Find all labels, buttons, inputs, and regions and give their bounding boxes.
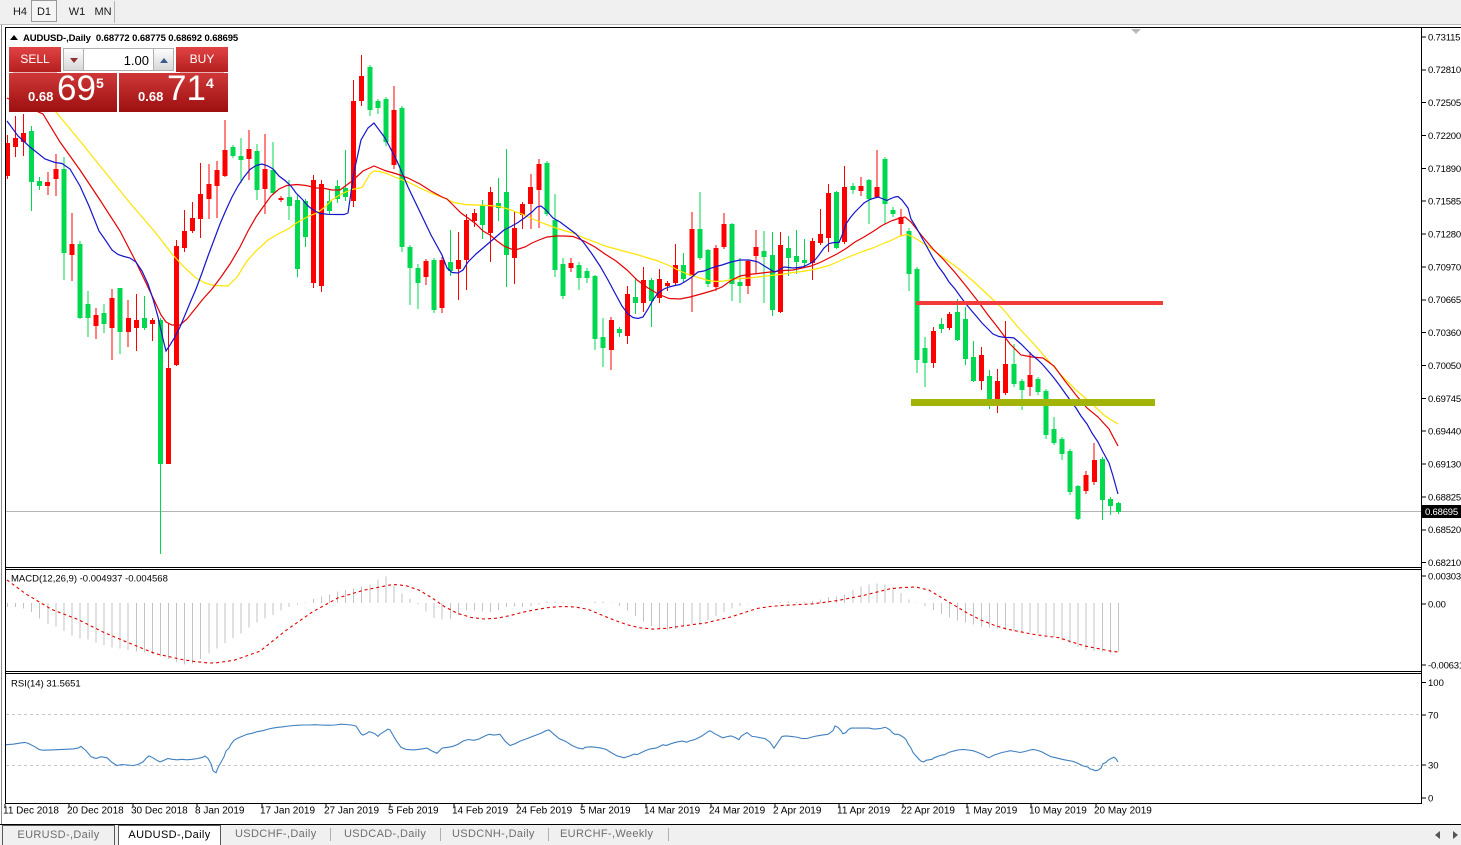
svg-text:0.71585: 0.71585 [1428,197,1461,208]
svg-text:0.70050: 0.70050 [1428,361,1461,372]
svg-text:0.68210: 0.68210 [1428,558,1461,569]
svg-text:70: 70 [1428,710,1439,721]
svg-text:20 Dec 2018: 20 Dec 2018 [67,806,124,817]
svg-text:20 May 2019: 20 May 2019 [1094,806,1152,817]
svg-text:11 Dec 2018: 11 Dec 2018 [3,806,59,817]
svg-text:0.69745: 0.69745 [1428,394,1461,405]
svg-text:27 Jan 2019: 27 Jan 2019 [324,806,379,817]
svg-text:11 Apr 2019: 11 Apr 2019 [837,806,891,817]
svg-text:8 Jan 2019: 8 Jan 2019 [195,806,245,817]
svg-text:0.72505: 0.72505 [1428,98,1461,109]
svg-text:5 Feb 2019: 5 Feb 2019 [388,806,439,817]
svg-text:0.73115: 0.73115 [1428,32,1460,43]
svg-text:0.70360: 0.70360 [1428,328,1461,339]
svg-text:10 May 2019: 10 May 2019 [1029,806,1087,817]
svg-text:0.71280: 0.71280 [1428,230,1461,241]
svg-text:0.71890: 0.71890 [1428,164,1461,175]
svg-text:0.70970: 0.70970 [1428,262,1461,273]
svg-text:17 Jan 2019: 17 Jan 2019 [260,806,315,817]
svg-text:0.68520: 0.68520 [1428,525,1461,536]
svg-text:MACD(12,26,9) -0.004937 -0.004: MACD(12,26,9) -0.004937 -0.004568 [11,574,168,585]
svg-text:0.72810: 0.72810 [1428,65,1461,76]
svg-text:-0.00631: -0.00631 [1428,660,1461,671]
svg-text:0.72200: 0.72200 [1428,131,1461,142]
svg-text:24 Mar 2019: 24 Mar 2019 [709,806,766,817]
svg-text:0.003035: 0.003035 [1428,571,1461,582]
svg-text:1 May 2019: 1 May 2019 [965,806,1018,817]
svg-text:0.00: 0.00 [1428,599,1446,610]
svg-text:24 Feb 2019: 24 Feb 2019 [516,806,573,817]
svg-text:100: 100 [1428,678,1444,689]
svg-text:0.69440: 0.69440 [1428,427,1461,438]
svg-text:0.69130: 0.69130 [1428,459,1461,470]
svg-text:30 Dec 2018: 30 Dec 2018 [131,806,188,817]
svg-text:0.70665: 0.70665 [1428,295,1461,306]
svg-text:RSI(14) 31.5651: RSI(14) 31.5651 [11,679,81,690]
svg-text:22 Apr 2019: 22 Apr 2019 [901,806,955,817]
svg-text:14 Mar 2019: 14 Mar 2019 [644,806,701,817]
svg-text:0.68825: 0.68825 [1428,492,1461,503]
svg-text:14 Feb 2019: 14 Feb 2019 [452,806,509,817]
svg-text:0.68695: 0.68695 [1425,507,1458,518]
svg-text:30: 30 [1428,760,1439,771]
svg-text:2 Apr 2019: 2 Apr 2019 [773,806,822,817]
svg-text:0: 0 [1428,793,1433,804]
svg-text:5 Mar 2019: 5 Mar 2019 [580,806,631,817]
